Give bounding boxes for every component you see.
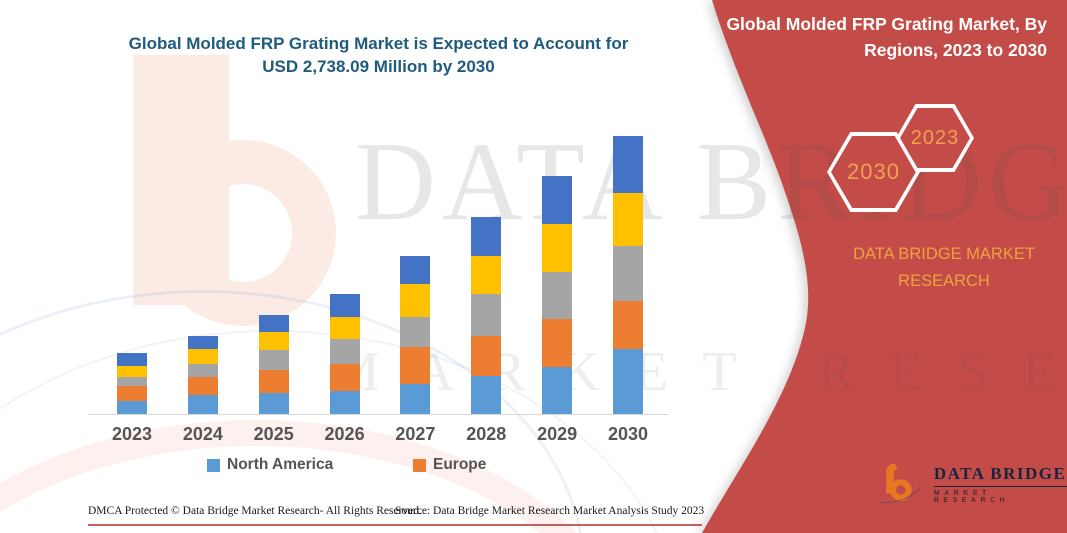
x-tick-label-2023: 2023 — [111, 424, 153, 444]
bar-segment-2023-north-america — [117, 401, 147, 414]
bar-segment-2027-europe — [400, 346, 431, 384]
legend-item-north-america: North America — [207, 456, 333, 474]
bar-segment-2029-unlabeled-yellow-segment — [542, 223, 573, 272]
bar-segment-2024-unlabeled-gray-segment — [187, 363, 218, 377]
x-tick-label-2025: 2025 — [253, 424, 294, 444]
bar-segment-2028-unlabeled-gray-segment — [471, 293, 502, 336]
legend-label-europe: Europe — [433, 456, 487, 473]
bar-segment-2029-europe — [542, 318, 573, 367]
bar-segment-2026-unlabeled-yellow-segment — [329, 316, 360, 339]
bar-segment-2025-europe — [258, 369, 289, 393]
x-tick-label-2027: 2027 — [395, 424, 436, 444]
bar-segment-2027-unlabeled-gray-segment — [400, 316, 431, 347]
bar-2029 — [542, 175, 573, 414]
hexagon-2023: 2023 — [896, 104, 974, 172]
bar-2025 — [258, 314, 289, 414]
bar-2026 — [329, 293, 360, 414]
bar-segment-2030-north-america — [612, 348, 643, 414]
chart-title-line2: USD 2,738.09 Million by 2030 — [262, 56, 495, 76]
hexagon-2030-inner: 2030 — [831, 136, 916, 208]
bar-segment-2023-unlabeled-darkblue-segment — [117, 353, 147, 367]
chart-plot — [88, 120, 669, 415]
bar-segment-2025-unlabeled-darkblue-segment — [258, 314, 289, 332]
bar-segment-2026-unlabeled-gray-segment — [329, 338, 360, 364]
bar-segment-2025-unlabeled-gray-segment — [258, 349, 289, 370]
bar-segment-2029-unlabeled-gray-segment — [542, 271, 573, 319]
bar-2028 — [471, 216, 502, 414]
bar-segment-2028-unlabeled-yellow-segment — [471, 255, 502, 294]
x-tick-label-2024: 2024 — [182, 424, 223, 444]
company-logo: DATA BRIDGE MARKET RESEARCH — [874, 460, 1067, 508]
bar-segment-2030-europe — [612, 300, 643, 349]
bar-segment-2027-north-america — [400, 383, 431, 414]
bottom-red-divider — [88, 524, 702, 526]
bar-segment-2024-north-america — [187, 394, 218, 414]
hexagon-2023-label: 2023 — [910, 126, 960, 149]
footer-source-text: Source: Data Bridge Market Research Mark… — [395, 505, 705, 517]
hexagon-2030-label: 2030 — [847, 159, 900, 184]
brand-caption-line2: RESEARCH — [898, 272, 990, 291]
legend-swatch-north-america — [207, 458, 220, 472]
bar-segment-2023-unlabeled-yellow-segment — [117, 366, 147, 378]
bar-segment-2030-unlabeled-yellow-segment — [612, 192, 643, 246]
bar-segment-2024-unlabeled-darkblue-segment — [187, 335, 218, 349]
panel-title: Global Molded FRP Grating Market, By Reg… — [700, 11, 1057, 64]
bar-segment-2026-unlabeled-darkblue-segment — [329, 293, 360, 317]
bar-segment-2030-unlabeled-gray-segment — [612, 245, 643, 301]
panel-title-line1: Global Molded FRP Grating Market, By — [726, 14, 1047, 34]
panel-title-line2: Regions, 2023 to 2030 — [864, 40, 1047, 61]
bar-segment-2028-unlabeled-darkblue-segment — [471, 216, 502, 256]
bar-segment-2028-north-america — [471, 375, 502, 414]
legend-item-europe: Europe — [413, 456, 486, 474]
x-axis-labels: 2023 2024 2025 2026 2027 2028 2029 2030 — [88, 424, 669, 448]
bar-2024 — [187, 335, 218, 414]
bar-segment-2023-europe — [117, 386, 147, 402]
legend-label-north-america: North America — [227, 456, 334, 473]
brand-caption-line1: DATA BRIDGE MARKET — [853, 245, 1035, 263]
bar-segment-2029-north-america — [542, 366, 573, 414]
x-tick-label-2030: 2030 — [607, 424, 648, 444]
x-tick-label-2028: 2028 — [466, 424, 507, 444]
bar-segment-2024-europe — [187, 376, 218, 395]
brand-caption: DATA BRIDGE MARKET RESEARCH — [788, 241, 1067, 295]
bar-2023 — [117, 353, 147, 414]
bar-segment-2026-north-america — [329, 391, 360, 414]
bar-2030 — [612, 136, 643, 414]
bar-segment-2030-unlabeled-darkblue-segment — [612, 136, 643, 193]
bar-segment-2023-unlabeled-gray-segment — [117, 377, 147, 387]
bar-segment-2025-north-america — [258, 392, 289, 414]
bar-segment-2026-europe — [329, 363, 360, 391]
company-logo-b-icon — [875, 463, 925, 504]
chart-title: Global Molded FRP Grating Market is Expe… — [88, 33, 669, 79]
chart-title-line1: Global Molded FRP Grating Market is Expe… — [128, 34, 629, 53]
bar-segment-2025-unlabeled-yellow-segment — [258, 331, 289, 350]
company-logo-tagline: MARKET RESEARCH — [933, 490, 1010, 504]
bar-segment-2027-unlabeled-yellow-segment — [400, 283, 431, 317]
hexagon-2023-inner: 2023 — [900, 108, 970, 168]
bar-segment-2027-unlabeled-darkblue-segment — [400, 255, 431, 284]
legend-swatch-europe — [413, 458, 426, 472]
company-logo-text: DATA BRIDGE MARKET RESEARCH — [933, 464, 1067, 504]
bar-segment-2029-unlabeled-darkblue-segment — [542, 175, 573, 224]
footer-dmca-text: DMCA Protected © Data Bridge Market Rese… — [88, 505, 422, 517]
bar-segment-2024-unlabeled-yellow-segment — [187, 348, 218, 364]
bar-2027 — [400, 255, 431, 414]
x-tick-label-2026: 2026 — [324, 424, 365, 444]
company-logo-name: DATA BRIDGE — [933, 464, 1067, 487]
bar-segment-2028-europe — [471, 335, 502, 376]
x-tick-label-2029: 2029 — [537, 424, 578, 444]
